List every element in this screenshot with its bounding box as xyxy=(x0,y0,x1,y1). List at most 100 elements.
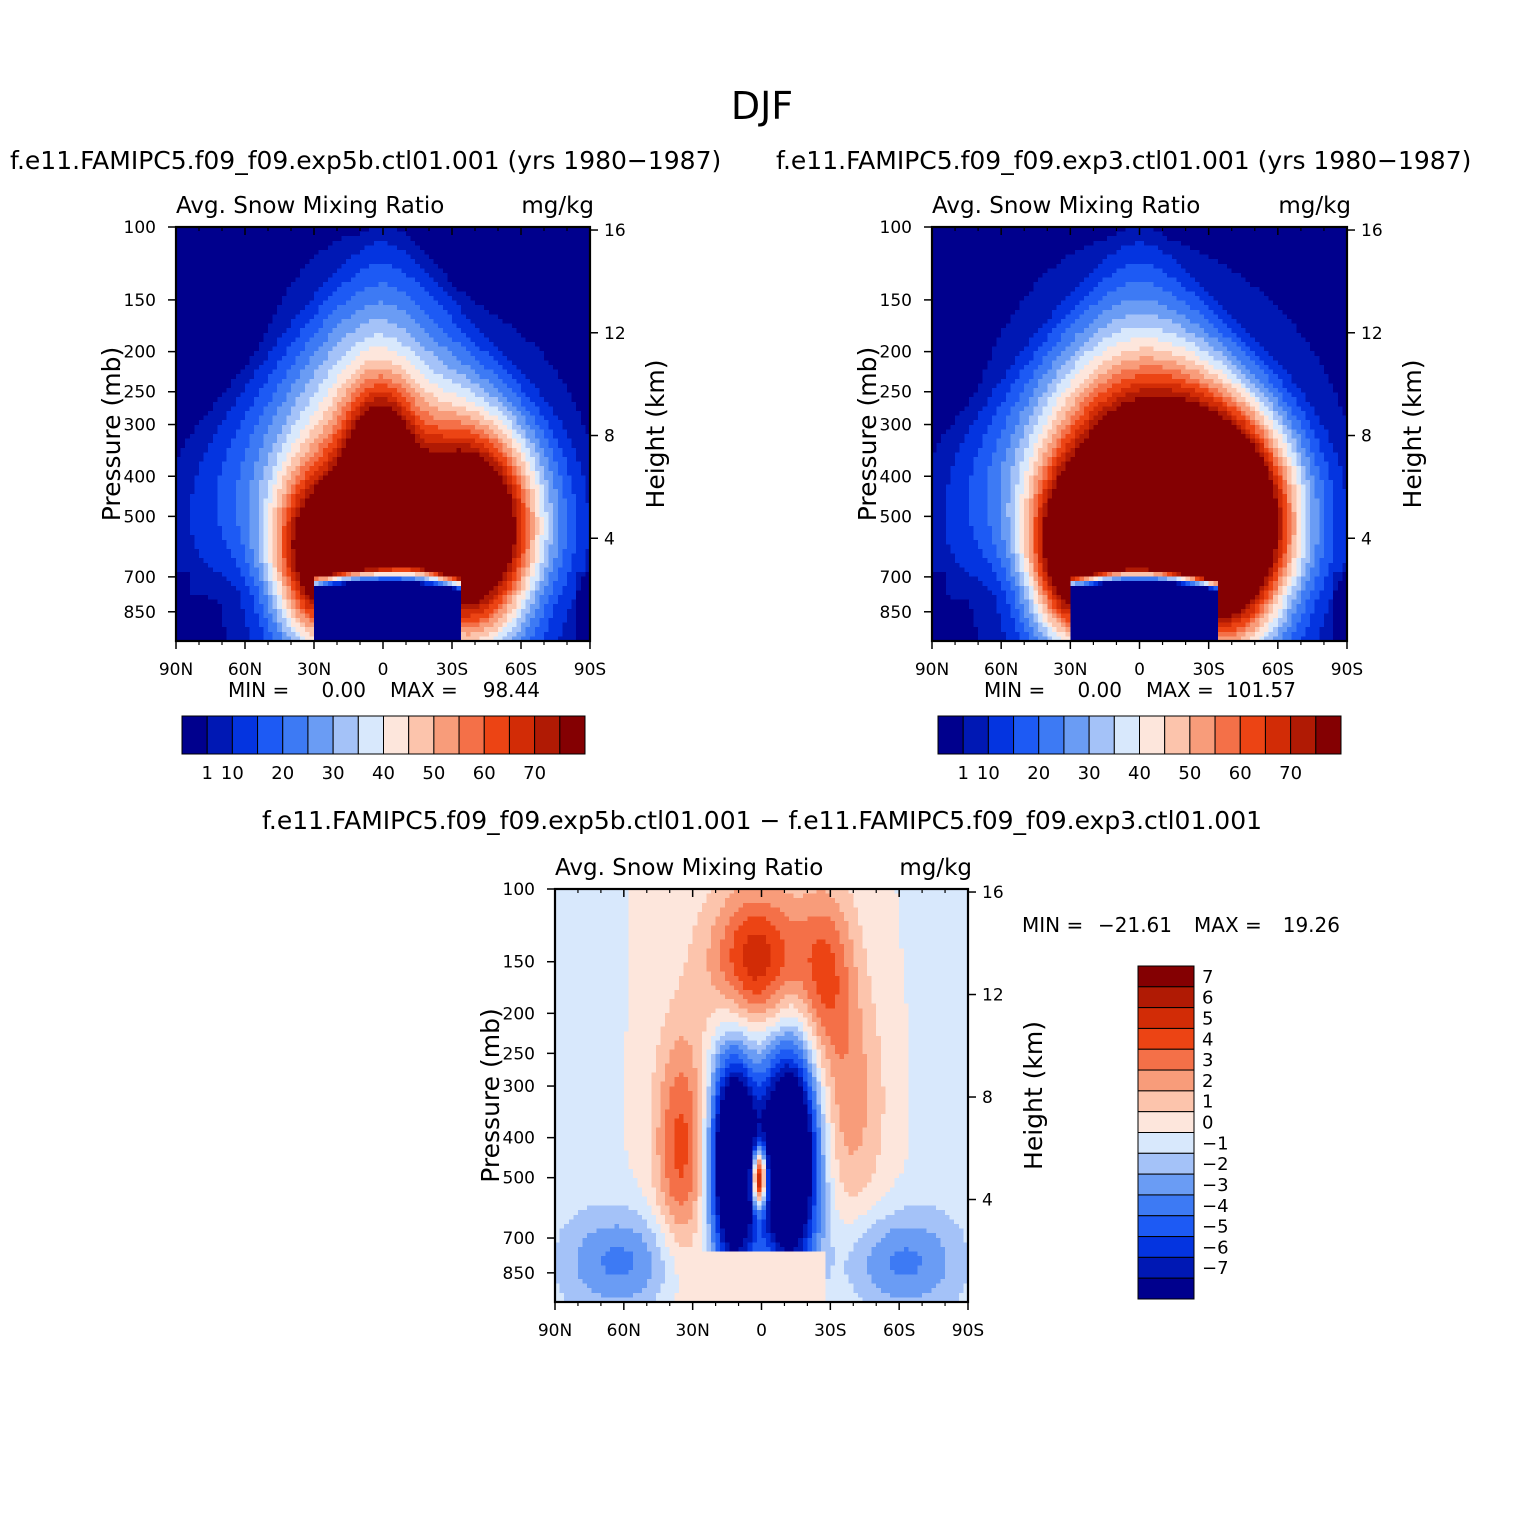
field-cell xyxy=(811,976,841,982)
field-cell xyxy=(392,378,407,384)
field-cell xyxy=(576,631,591,637)
field-cell xyxy=(1227,411,1233,417)
field-cell xyxy=(571,558,586,564)
field-cell xyxy=(1079,355,1094,361)
field-cell xyxy=(1337,581,1348,587)
field-cell xyxy=(300,480,306,486)
field-cell xyxy=(1033,530,1039,536)
field-cell xyxy=(479,599,490,605)
field-cell xyxy=(1310,512,1320,518)
field-cell xyxy=(498,608,508,614)
field-cell xyxy=(415,401,430,407)
field-cell xyxy=(1051,457,1058,463)
field-cell xyxy=(987,512,1002,518)
field-cell xyxy=(816,1049,822,1055)
field-cell xyxy=(1010,314,1053,320)
field-cell xyxy=(1245,420,1251,426)
field-cell xyxy=(1070,622,1219,628)
field-cell xyxy=(932,608,975,614)
field-cell xyxy=(337,576,343,582)
field-cell xyxy=(1296,562,1302,568)
field-cell xyxy=(1333,489,1348,495)
field-cell xyxy=(1296,581,1302,587)
field-cell xyxy=(286,595,292,601)
field-cell xyxy=(176,314,274,320)
field-cell xyxy=(1300,484,1307,490)
field-cell xyxy=(857,1003,877,1009)
field-cell xyxy=(1001,512,1007,518)
field-cell xyxy=(1310,443,1320,449)
field-cell xyxy=(862,1049,882,1055)
field-cell xyxy=(419,323,439,329)
field-cell xyxy=(1333,585,1339,591)
field-cell xyxy=(1236,406,1242,412)
field-cell xyxy=(1061,365,1076,371)
field-cell xyxy=(1250,429,1256,435)
field-cell xyxy=(1264,369,1274,375)
field-cell xyxy=(249,521,260,527)
field-cell xyxy=(807,1045,813,1051)
field-cell xyxy=(1056,452,1062,458)
field-cell xyxy=(816,1040,822,1046)
max-label: MAX = xyxy=(1146,678,1214,702)
field-cell xyxy=(263,360,278,366)
field-cell xyxy=(507,599,513,605)
field-cell xyxy=(770,1077,781,1083)
field-cell xyxy=(208,447,228,453)
field-cell xyxy=(1314,581,1325,587)
field-cell xyxy=(258,530,264,536)
field-cell xyxy=(286,526,292,532)
field-cell xyxy=(724,898,836,904)
field-cell xyxy=(876,1022,909,1028)
field-cell xyxy=(401,576,416,582)
field-cell xyxy=(899,944,969,950)
field-cell xyxy=(1033,608,1039,614)
field-cell xyxy=(281,530,287,536)
field-cell xyxy=(747,1072,772,1078)
field-cell xyxy=(557,466,568,472)
field-cell xyxy=(876,1017,909,1023)
field-cell xyxy=(396,305,421,311)
field-cell xyxy=(724,1090,749,1097)
field-cell xyxy=(1116,397,1136,403)
field-cell xyxy=(502,466,508,472)
field-cell xyxy=(1282,461,1288,467)
field-cell xyxy=(908,1063,969,1069)
field-cell xyxy=(258,392,274,398)
field-cell xyxy=(669,1086,689,1092)
field-cell xyxy=(1042,342,1058,348)
field-cell xyxy=(553,526,559,532)
field-cell xyxy=(1314,351,1348,357)
field-cell xyxy=(258,618,269,624)
field-cell xyxy=(539,498,545,504)
field-cell xyxy=(1287,562,1293,568)
field-cell xyxy=(651,1090,662,1097)
colorbar-swatch xyxy=(559,715,586,755)
field-cell xyxy=(862,1045,882,1051)
field-cell xyxy=(711,944,721,950)
field-cell xyxy=(272,475,278,481)
field-cell xyxy=(323,415,333,421)
field-cell xyxy=(1010,480,1021,486)
field-cell xyxy=(341,397,352,403)
field-cell xyxy=(784,944,813,950)
field-cell xyxy=(341,282,379,288)
field-cell xyxy=(314,374,329,380)
field-cell xyxy=(176,507,191,513)
field-cell xyxy=(272,581,278,587)
field-cell xyxy=(176,618,223,624)
field-cell xyxy=(1342,562,1348,568)
field-cell xyxy=(1070,424,1081,430)
field-cell xyxy=(1028,636,1039,642)
field-cell xyxy=(548,498,559,504)
field-cell xyxy=(555,953,630,959)
field-cell xyxy=(1042,576,1048,582)
field-cell xyxy=(534,599,540,605)
field-cell xyxy=(747,1086,753,1092)
field-cell xyxy=(1264,636,1274,642)
field-cell xyxy=(1268,470,1274,476)
field-cell xyxy=(1051,636,1062,642)
field-cell xyxy=(291,613,297,619)
field-cell xyxy=(516,526,522,532)
field-cell xyxy=(669,999,735,1005)
